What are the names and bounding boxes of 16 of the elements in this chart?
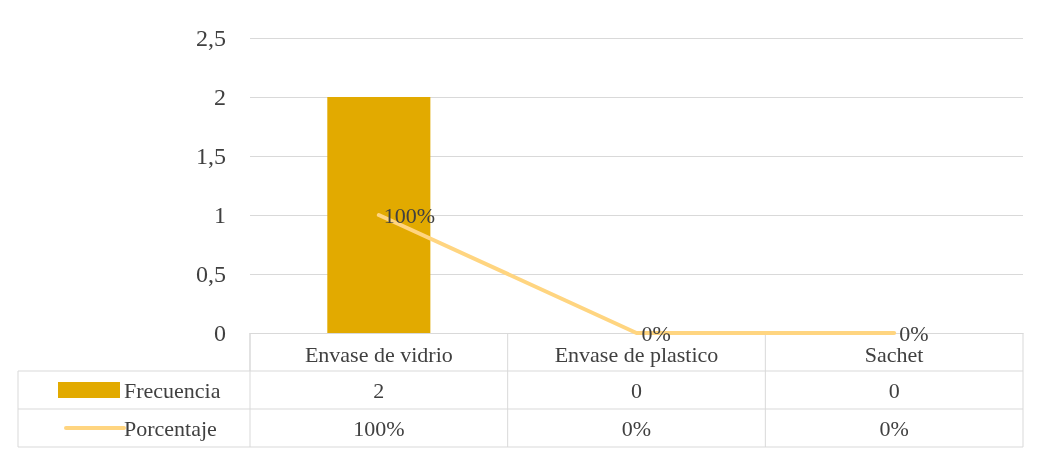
y-tick-label: 2,5 xyxy=(196,25,226,51)
y-tick-label: 1,5 xyxy=(196,143,226,169)
y-tick-label: 1 xyxy=(214,202,226,228)
y-tick-label: 0 xyxy=(214,320,226,346)
y-tick-label: 0,5 xyxy=(196,261,226,287)
data-label: 0% xyxy=(621,415,652,441)
x-tick-label: Envase de plastico xyxy=(554,341,719,367)
data-label: 0 xyxy=(631,377,642,403)
x-tick-label: Envase de vidrio xyxy=(304,341,453,367)
data-label: 0 xyxy=(888,377,900,403)
legend-label: Porcentaje xyxy=(124,415,217,441)
data-label: 0% xyxy=(879,415,909,441)
legend-label: Frecuencia xyxy=(124,377,221,403)
data-label: 100% xyxy=(353,415,405,441)
data-label: 2 xyxy=(373,377,385,403)
y-tick-label: 2 xyxy=(214,84,226,110)
